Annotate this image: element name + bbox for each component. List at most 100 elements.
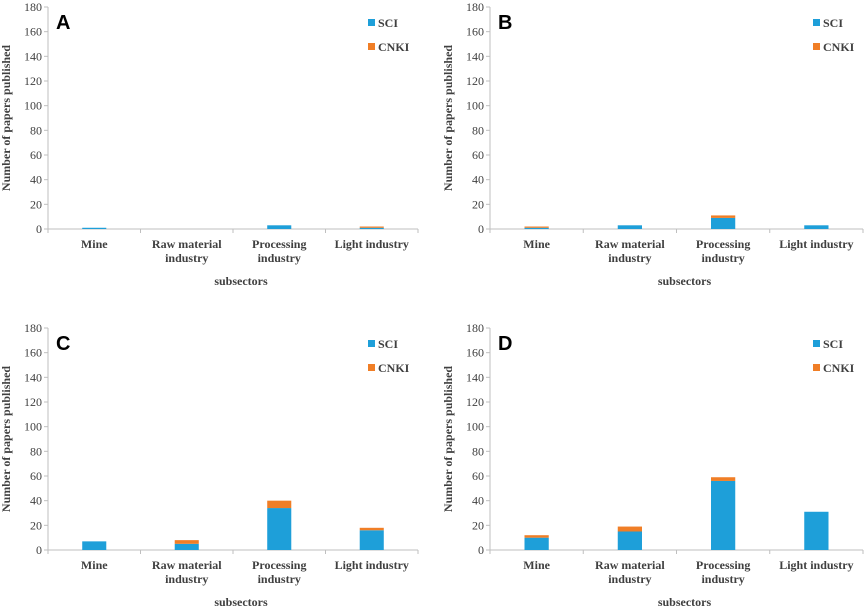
x-axis-label: subsectors [658, 595, 712, 607]
x-category-label: Processing [696, 558, 750, 572]
y-tick-label: 120 [24, 74, 42, 88]
bar-cnki [359, 527, 384, 531]
legend-swatch-cnki [813, 43, 820, 50]
bar-sci [711, 480, 736, 550]
x-category-label: Light industry [335, 558, 409, 572]
x-category-label: Processing [252, 237, 306, 251]
bar-cnki [359, 226, 384, 228]
chart-panel-b: 0 20 40 60 80 100 120 140 160 180 Number of papers… [441, 0, 864, 288]
y-tick-label: 80 [472, 123, 484, 137]
bar-sci [82, 541, 107, 550]
y-tick-label: 100 [466, 420, 484, 434]
y-axis-label: Number of papers published [441, 366, 455, 512]
y-tick-label: 180 [24, 321, 42, 335]
x-category-label: Raw material [595, 237, 665, 251]
legend-swatch-sci [368, 19, 375, 26]
y-tick-label: 40 [472, 494, 484, 508]
legend-swatch-sci [813, 19, 820, 26]
panel-label: A [56, 12, 70, 34]
y-tick-label: 160 [466, 25, 484, 39]
y-tick-label: 140 [466, 49, 484, 63]
panel-label: C [56, 333, 70, 355]
y-tick-label: 80 [472, 444, 484, 458]
y-tick-label: 140 [24, 370, 42, 384]
panel-label: B [498, 12, 512, 34]
x-category-label: industry [165, 251, 208, 265]
chart-panel-a: 0 20 40 60 80 100 120 140 160 180 Number of papers… [0, 0, 419, 288]
y-tick-label: 120 [24, 395, 42, 409]
x-axis-label: subsectors [214, 595, 268, 607]
bar-sci [174, 543, 199, 550]
x-axis-label: subsectors [214, 274, 268, 288]
legend-swatch-sci [813, 340, 820, 347]
chart-panel-c: 0 20 40 60 80 100 120 140 160 180 Number of papers… [0, 321, 419, 607]
legend-label-sci: SCI [823, 16, 843, 30]
bar-sci [617, 531, 642, 550]
legend-label-cnki: CNKI [378, 361, 410, 375]
y-tick-label: 60 [30, 469, 42, 483]
x-category-label: Mine [523, 237, 550, 251]
x-category-label: Light industry [779, 558, 853, 572]
y-tick-label: 100 [24, 99, 42, 113]
x-category-label: industry [608, 572, 651, 586]
x-category-label: industry [258, 572, 301, 586]
y-tick-label: 120 [466, 74, 484, 88]
legend-label-sci: SCI [378, 337, 398, 351]
y-tick-label: 180 [466, 0, 484, 14]
bar-cnki [711, 477, 736, 481]
bar-cnki [174, 540, 199, 544]
bar-sci [617, 225, 642, 229]
bar-cnki [267, 500, 292, 509]
y-tick-label: 60 [472, 469, 484, 483]
y-tick-label: 60 [30, 148, 42, 162]
y-tick-label: 40 [30, 173, 42, 187]
x-category-label: Raw material [152, 558, 222, 572]
y-tick-label: 180 [24, 0, 42, 14]
legend-label-sci: SCI [823, 337, 843, 351]
y-tick-label: 100 [24, 420, 42, 434]
legend-label-cnki: CNKI [823, 361, 855, 375]
y-tick-label: 20 [30, 197, 42, 211]
bar-cnki [524, 535, 549, 538]
x-category-label: industry [701, 251, 744, 265]
x-category-label: Mine [81, 237, 108, 251]
chart-panel-d: 0 20 40 60 80 100 120 140 160 180 Number of papers… [441, 321, 864, 607]
x-category-label: Processing [696, 237, 750, 251]
bar-sci [524, 537, 549, 550]
legend-label-cnki: CNKI [378, 40, 410, 54]
x-category-label: Light industry [779, 237, 853, 251]
y-tick-label: 80 [30, 123, 42, 137]
legend-swatch-cnki [368, 43, 375, 50]
legend-swatch-cnki [368, 364, 375, 371]
x-category-label: industry [165, 572, 208, 586]
legend-label-sci: SCI [378, 16, 398, 30]
y-axis-label: Number of papers published [441, 45, 455, 191]
legend-swatch-sci [368, 340, 375, 347]
y-tick-label: 160 [466, 346, 484, 360]
bar-sci [711, 217, 736, 229]
bar-sci [359, 227, 384, 229]
y-tick-label: 0 [36, 543, 42, 557]
bar-sci [804, 225, 829, 229]
y-tick-label: 20 [30, 518, 42, 532]
bar-cnki [711, 215, 736, 218]
x-category-label: Processing [252, 558, 306, 572]
y-axis-label: Number of papers published [0, 45, 13, 191]
y-tick-label: 60 [472, 148, 484, 162]
x-category-label: industry [258, 251, 301, 265]
x-category-label: Raw material [152, 237, 222, 251]
x-axis-label: subsectors [658, 274, 712, 288]
bar-cnki [617, 526, 642, 532]
y-tick-label: 40 [472, 173, 484, 187]
x-category-label: Mine [81, 558, 108, 572]
bar-sci [524, 227, 549, 229]
bar-cnki [524, 226, 549, 228]
y-tick-label: 80 [30, 444, 42, 458]
y-tick-label: 140 [466, 370, 484, 384]
y-tick-label: 0 [478, 222, 484, 236]
y-tick-label: 20 [472, 518, 484, 532]
y-tick-label: 0 [478, 543, 484, 557]
panel-label: D [498, 333, 512, 355]
bar-sci [82, 227, 107, 229]
y-tick-label: 160 [24, 346, 42, 360]
